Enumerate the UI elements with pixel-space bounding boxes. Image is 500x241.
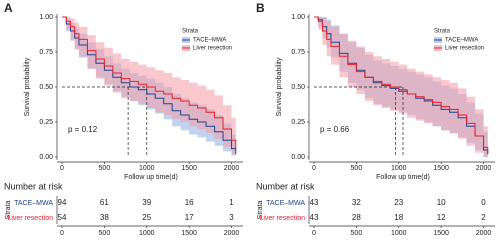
legend-label: Liver resection (193, 46, 232, 52)
y-tick-label: 0.25 (291, 119, 305, 126)
risk-row-label: Liver resection (259, 215, 305, 222)
survival-curve (62, 16, 237, 155)
y-tick-label: 0.50 (291, 84, 305, 91)
risk-x-tick-label: 0 (60, 230, 64, 237)
y-tick-label: 0.00 (291, 154, 305, 161)
risk-x-tick-label: 1500 (181, 230, 197, 237)
risk-row-label: Liver resection (7, 215, 53, 222)
y-tick-label: 1.00 (291, 14, 305, 21)
risk-count: 38 (100, 213, 109, 222)
y-tick-label: 0.00 (39, 154, 53, 161)
risk-count: 54 (58, 213, 67, 222)
risk-table-y-label: Strata (257, 201, 264, 220)
annotation: p = 0.12 (68, 125, 98, 134)
risk-x-tick-label: 1000 (391, 230, 407, 237)
risk-table-y-label: Strata (5, 201, 12, 220)
risk-x-tick-label: 0 (312, 230, 316, 237)
x-tick-label: 1500 (433, 165, 449, 172)
x-tick-label: 1000 (139, 165, 155, 172)
risk-count: 16 (185, 198, 194, 207)
legend-label: Liver resection (445, 46, 484, 52)
risk-count: 2 (481, 213, 486, 222)
y-tick-label: 1.00 (39, 14, 53, 21)
x-tick-label: 0 (60, 165, 64, 172)
risk-count: 28 (352, 213, 361, 222)
risk-x-tick-label: 1500 (433, 230, 449, 237)
y-axis-label: Survival probability (24, 57, 31, 116)
risk-count: 32 (352, 198, 361, 207)
risk-count: 12 (437, 213, 446, 222)
risk-count: 43 (310, 198, 319, 207)
risk-count: 39 (142, 198, 151, 207)
x-axis-label: Follow up time(d) (124, 174, 178, 181)
x-axis-label: Follow up time(d) (376, 174, 430, 181)
legend-label: TACE–MWA (445, 38, 478, 44)
risk-x-tick-label: 2000 (224, 230, 240, 237)
x-tick-label: 2000 (224, 165, 240, 172)
risk-count: 18 (394, 213, 403, 222)
survival-curve (62, 16, 237, 150)
x-tick-label: 1500 (181, 165, 197, 172)
x-tick-label: 500 (351, 165, 363, 172)
risk-count: 23 (394, 198, 403, 207)
x-tick-label: 1000 (391, 165, 407, 172)
risk-x-tick-label: 500 (351, 230, 363, 237)
risk-count: 3 (229, 213, 234, 222)
risk-count: 10 (437, 198, 446, 207)
risk-table-title: Number at risk (4, 181, 63, 191)
annotation: p = 0.66 (320, 125, 350, 134)
risk-count: 94 (58, 198, 67, 207)
risk-count: 61 (100, 198, 109, 207)
risk-x-tick-label: 1000 (139, 230, 155, 237)
survival-curve (314, 16, 489, 153)
panel-label: B (256, 1, 265, 15)
risk-count: 25 (142, 213, 151, 222)
risk-count: 17 (185, 213, 194, 222)
risk-count: 0 (481, 198, 486, 207)
risk-count: 43 (310, 213, 319, 222)
x-tick-label: 2000 (476, 165, 492, 172)
y-tick-label: 0.25 (39, 119, 53, 126)
legend-title: Strata (182, 29, 199, 35)
legend-title: Strata (434, 29, 451, 35)
y-axis-label: Survival probability (276, 57, 283, 116)
risk-row-label: TACE–MWA (14, 200, 53, 207)
x-tick-label: 500 (99, 165, 111, 172)
legend-label: TACE–MWA (193, 38, 226, 44)
y-tick-label: 0.75 (291, 49, 305, 56)
y-tick-label: 0.75 (39, 49, 53, 56)
risk-x-tick-label: 500 (99, 230, 111, 237)
y-tick-label: 0.50 (39, 84, 53, 91)
risk-count: 1 (229, 198, 234, 207)
risk-x-tick-label: 2000 (476, 230, 492, 237)
risk-row-label: TACE–MWA (266, 200, 305, 207)
panel-label: A (4, 1, 13, 15)
risk-table-title: Number at risk (256, 181, 315, 191)
x-tick-label: 0 (312, 165, 316, 172)
